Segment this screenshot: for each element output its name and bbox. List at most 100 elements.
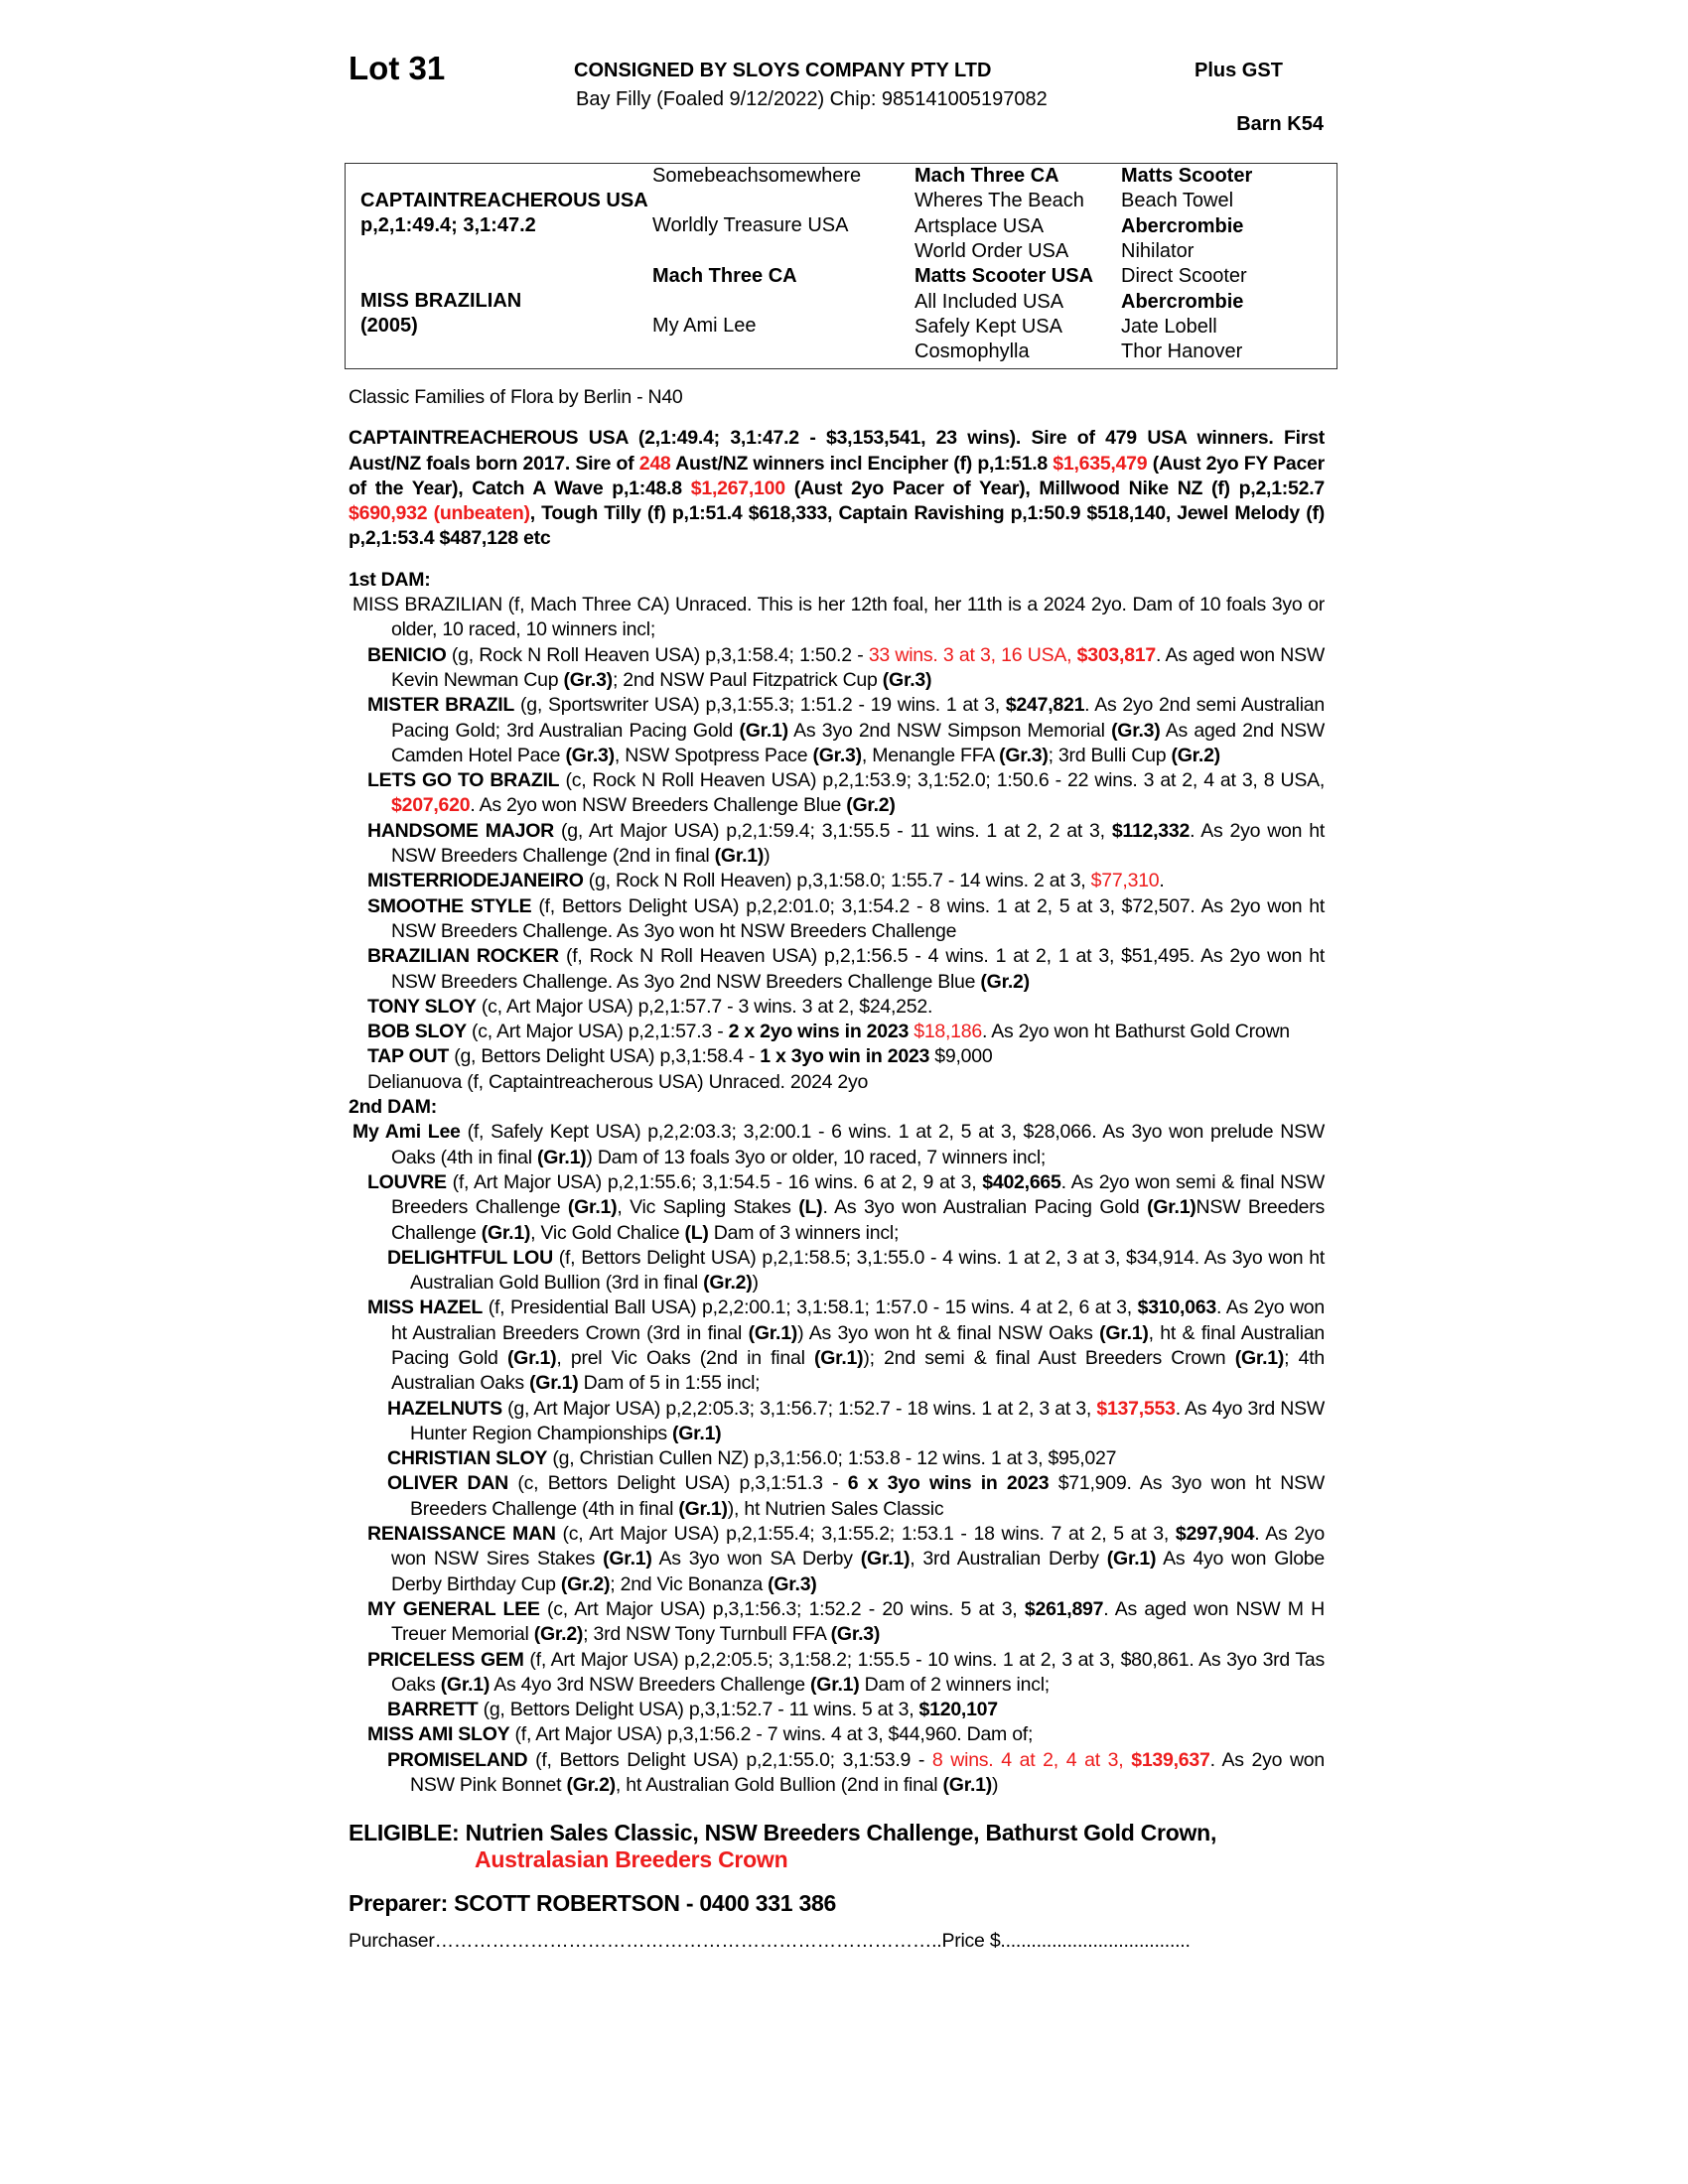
purchaser-label: Purchaser [349, 1929, 435, 1952]
text: NSW Breeders Challenge [391, 1196, 1326, 1244]
progeny-entry: HANDSOME MAJOR (g, Art Major USA) p,2,1:… [349, 819, 1325, 870]
text: . As 2yo won ht NSW Breeders Challenge (… [391, 819, 1326, 868]
bold-text: (Gr.1) [603, 1548, 652, 1570]
bold-text: TONY SLOY [367, 995, 477, 1018]
text: (f, Art Major USA) p,3,1:56.2 - 7 wins. … [509, 1723, 1034, 1746]
price-blank: ..................................... [1000, 1929, 1191, 1952]
pedigree-gen4: Jate Lobell [1121, 315, 1217, 338]
highlight-text: $690,932 (unbeaten) [349, 502, 530, 525]
pedigree-gen2: My Ami Lee [652, 315, 757, 337]
pedigree-gen2: Somebeachsomewhere [652, 165, 862, 187]
text: ; 3rd NSW Tony Turnbull FFA [583, 1623, 831, 1646]
bold-text: $120,107 [918, 1699, 999, 1721]
bold-text: (Gr.3) [830, 1623, 881, 1646]
bold-text: (Gr.1) [567, 1196, 618, 1219]
progeny-entry: HAZELNUTS (g, Art Major USA) p,2,2:05.3;… [349, 1397, 1325, 1447]
bold-text: 2 x 2yo wins in 2023 [728, 1021, 910, 1043]
text: (c, Art Major USA) p,3,1:56.3; 1:52.2 - … [539, 1597, 1025, 1620]
bold-text: (Gr.3) [1111, 719, 1161, 742]
purchaser-blank: …………………………………………………………………….. [434, 1929, 942, 1952]
bold-text: My Ami Lee [352, 1121, 461, 1144]
bold-text: (Gr.1) [1147, 1196, 1196, 1219]
text: , 3rd Australian Derby [910, 1548, 1107, 1570]
catalogue-body: Classic Families of Flora by Berlin - N4… [349, 385, 1325, 1954]
bold-text: (Gr.3) [565, 744, 615, 766]
highlight-text: $137,553 [1096, 1397, 1176, 1420]
progeny-entry: DELIGHTFUL LOU (f, Bettors Delight USA) … [349, 1246, 1325, 1297]
text: ; 3rd Bulli Cup [1048, 744, 1172, 766]
text: ) [764, 845, 771, 868]
bold-text: (Gr.1) [1099, 1321, 1149, 1344]
bold-text: (Gr.3) [999, 744, 1049, 766]
bold-text: (Gr.1) [860, 1548, 911, 1570]
bold-text: (Gr.1) [748, 1321, 798, 1344]
text: (g, Art Major USA) p,2,1:59.4; 3,1:55.5 … [553, 819, 1112, 842]
bold-text: OLIVER DAN [387, 1472, 508, 1495]
bold-text: (Gr.1) [671, 1422, 722, 1444]
bold-text: (Aust 2yo FY Pacer of the Year), Catch A… [349, 452, 1325, 499]
pedigree-dam-year: (2005) [360, 315, 418, 337]
bold-text: (Aust 2yo Pacer of Year), Millwood Nike … [784, 477, 1326, 499]
text: As 4yo won Globe Derby Birthday Cup [391, 1548, 1325, 1595]
bold-text: BENICIO [367, 643, 447, 666]
plus-gst-label: Plus GST [1195, 60, 1283, 81]
bold-text: LOUVRE [367, 1170, 447, 1193]
dam-entry: MISS BRAZILIAN (f, Mach Three CA) Unrace… [349, 593, 1325, 643]
bold-text: $112,332 [1111, 819, 1191, 842]
eligibility: ELIGIBLE: Nutrien Sales Classic, NSW Bre… [349, 1820, 1325, 1873]
pedigree-gen4: Abercrombie [1121, 214, 1244, 237]
pedigree-gen3: Wheres The Beach [914, 190, 1084, 212]
progeny-entry: BRAZILIAN ROCKER (f, Rock N Roll Heaven … [349, 944, 1325, 995]
bold-text: CHRISTIAN SLOY [387, 1447, 548, 1470]
bold-text: CAPTAINTREACHEROUS USA (2,1:49.4; 3,1:47… [349, 427, 1325, 475]
pedigree-gen4: Direct Scooter [1121, 265, 1247, 288]
bold-text: (Gr.1) [739, 719, 788, 742]
progeny-entry: Delianuova (f, Captaintreacherous USA) U… [349, 1070, 1325, 1095]
bold-text: (Gr.1) [810, 1673, 860, 1696]
bold-text: (Gr.1) [440, 1673, 491, 1696]
bold-text: MISTERRIODEJANEIRO [367, 870, 584, 892]
text: (f, Bettors Delight USA) p,2,1:58.5; 3,1… [410, 1246, 1325, 1295]
text: As 3yo won SA Derby [651, 1548, 861, 1570]
text: (c, Rock N Roll Heaven USA) p,2,1:53.9; … [559, 769, 1325, 792]
second-dam-heading: 2nd DAM: [349, 1096, 437, 1119]
bold-text: 1 x 3yo win in 2023 [760, 1045, 930, 1068]
text: (c, Art Major USA) p,2,1:55.4; 3,1:55.2;… [555, 1523, 1176, 1546]
pedigree-gen3: Cosmophylla [914, 341, 1030, 363]
text: As 4yo 3rd NSW Breeders Challenge [490, 1673, 811, 1696]
highlight-text: $139,637 [1131, 1748, 1210, 1771]
highlight-text: $18,186 [914, 1021, 982, 1043]
preparer: Preparer: SCOTT ROBERTSON - 0400 331 386 [349, 1890, 837, 1917]
text: (g, Bettors Delight USA) p,3,1:52.7 - 11… [478, 1699, 919, 1721]
pedigree-gen4: Abercrombie [1121, 290, 1244, 313]
progeny-entry: BOB SLOY (c, Art Major USA) p,2,1:57.3 -… [349, 1020, 1325, 1044]
sire-summary: CAPTAINTREACHEROUS USA (2,1:49.4; 3,1:47… [349, 426, 1325, 551]
consignor: CONSIGNED BY SLOYS COMPANY PTY LTD [574, 60, 992, 81]
text: . As 2yo won semi & final NSW Breeders C… [391, 1170, 1325, 1219]
pedigree-sire-record: p,2,1:49.4; 3,1:47.2 [360, 214, 536, 236]
text: (c, Art Major USA) p,2,1:57.3 - [466, 1021, 729, 1043]
text: (g, Bettors Delight USA) p,3,1:58.4 - [449, 1045, 761, 1068]
bold-text: (Gr.2) [846, 794, 896, 817]
bold-text: (Gr.1) [678, 1497, 728, 1520]
text: . As 2yo won NSW Sires Stakes [391, 1523, 1326, 1570]
text: $9,000 [929, 1045, 993, 1068]
price-label: Price $ [941, 1929, 1001, 1952]
progeny-entry: MISS HAZEL (f, Presidential Ball USA) p,… [349, 1296, 1325, 1396]
bold-text: (Gr.1) [942, 1774, 993, 1797]
bold-text: BOB SLOY [367, 1021, 467, 1043]
text: Dam of 3 winners incl; [708, 1221, 900, 1244]
text: . [1159, 870, 1165, 892]
text: $71,909. As 3yo won ht NSW Breeders Chal… [410, 1472, 1325, 1520]
bold-text: (Gr.2) [533, 1623, 584, 1646]
pedigree-gen4: Thor Hanover [1121, 341, 1243, 363]
bold-text: $247,821 [1005, 694, 1085, 717]
progeny-entry: TAP OUT (g, Bettors Delight USA) p,3,1:5… [349, 1044, 1325, 1069]
bold-text: $297,904 [1175, 1523, 1255, 1546]
barn-number: Barn K54 [1236, 113, 1324, 135]
progeny-entry: MISTERRIODEJANEIRO (g, Rock N Roll Heave… [349, 869, 1325, 893]
text: (c, Bettors Delight USA) p,3,1:51.3 - [508, 1472, 848, 1495]
text: , Vic Sapling Stakes [617, 1196, 799, 1219]
text: As aged 2nd NSW Camden Hotel Pace [391, 719, 1325, 766]
bold-text: (Gr.2) [566, 1774, 616, 1797]
